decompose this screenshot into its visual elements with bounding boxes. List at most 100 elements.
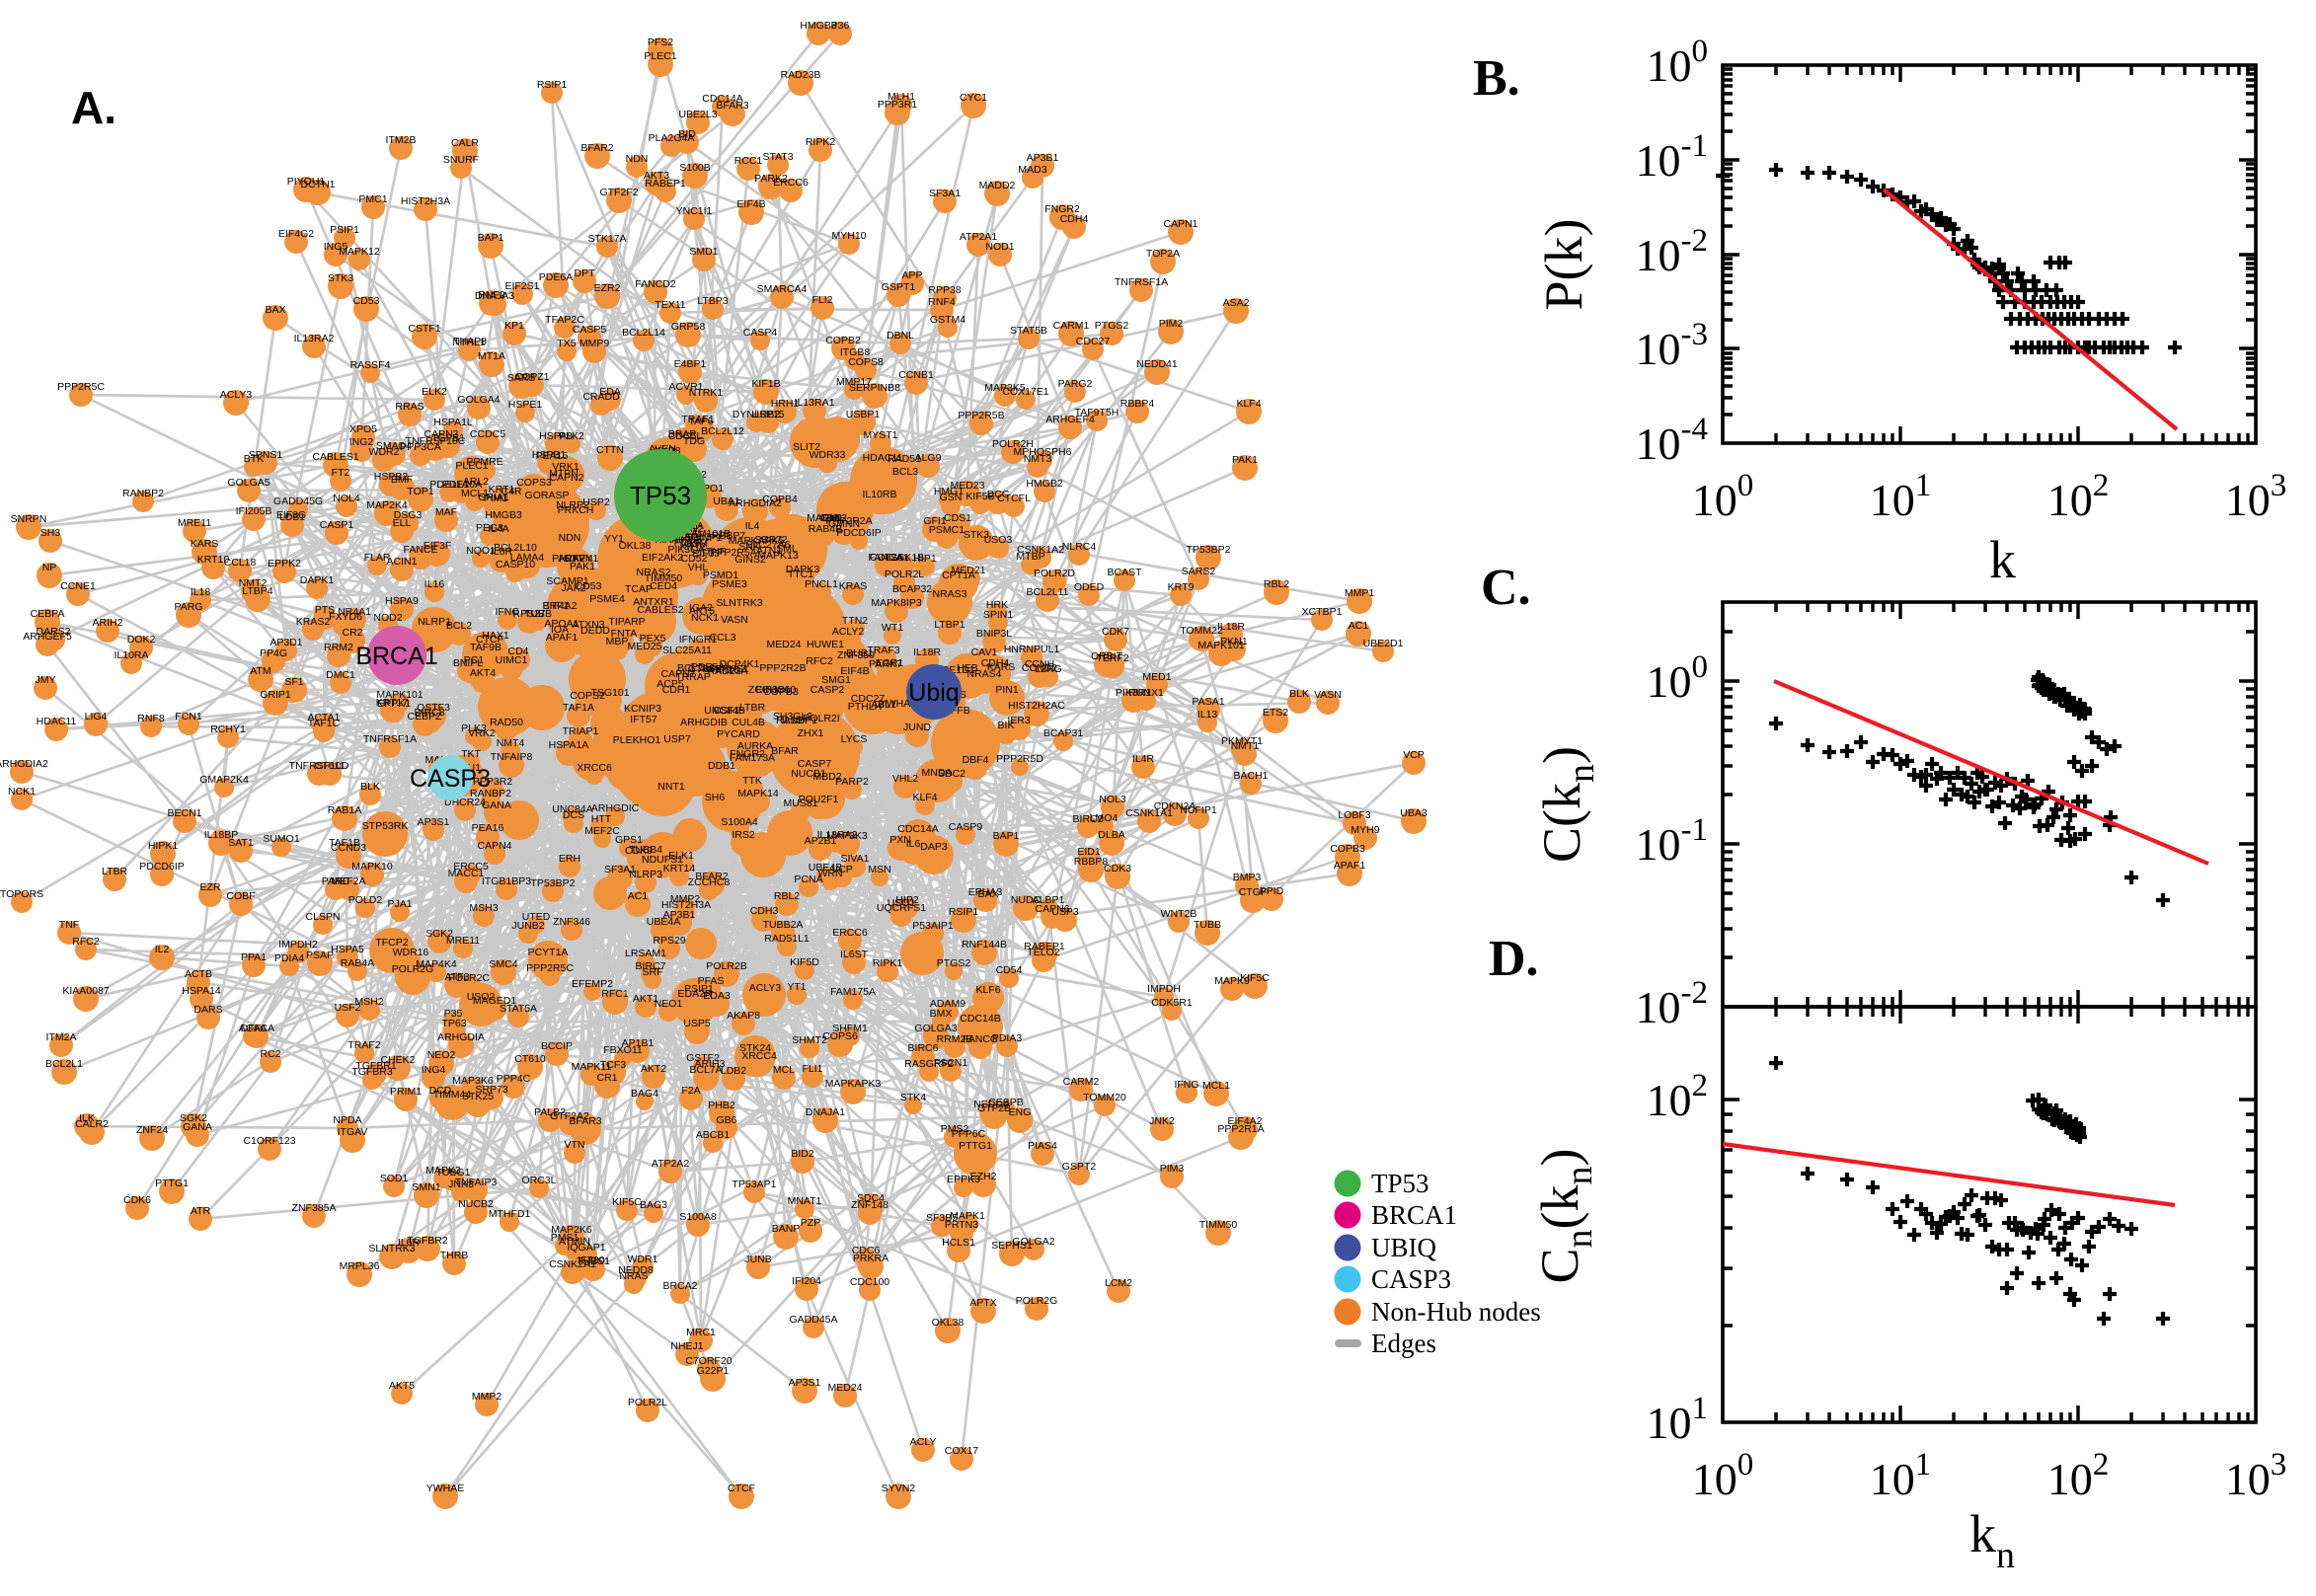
svg-text:EFEMP2: EFEMP2 (572, 978, 613, 990)
svg-text:CDK9: CDK9 (625, 845, 653, 857)
svg-text:CTCF: CTCF (476, 634, 503, 646)
svg-text:LTBP4: LTBP4 (242, 585, 272, 597)
svg-text:ACLY3: ACLY3 (749, 982, 782, 994)
svg-text:AP3B1: AP3B1 (1027, 152, 1059, 164)
svg-text:TKT: TKT (461, 748, 481, 760)
svg-text:RAD51: RAD51 (888, 453, 921, 465)
svg-text:IOA: IOA (551, 624, 569, 636)
svg-text:RRM2: RRM2 (324, 642, 353, 653)
svg-text:MAPK9: MAPK9 (807, 512, 842, 524)
svg-text:S100B: S100B (679, 162, 711, 174)
svg-text:NRAS4: NRAS4 (966, 668, 1001, 680)
svg-text:UBA3: UBA3 (1400, 807, 1428, 819)
svg-text:HMGB2: HMGB2 (1026, 478, 1063, 490)
svg-text:ARIH3: ARIH3 (695, 1058, 726, 1070)
svg-text:NPDA: NPDA (333, 1114, 361, 1126)
svg-text:ATP2A2: ATP2A2 (652, 1158, 689, 1170)
svg-text:EPHA3: EPHA3 (968, 886, 1003, 898)
svg-text:DLBA: DLBA (1098, 829, 1124, 841)
svg-text:RBL2: RBL2 (1264, 578, 1289, 590)
svg-text:TAF9T5H: TAF9T5H (1075, 407, 1119, 418)
svg-text:KRT10: KRT10 (197, 554, 230, 566)
svg-text:MAPKAPK5: MAPKAPK5 (729, 535, 785, 547)
svg-text:PLA2G4A: PLA2G4A (649, 132, 695, 144)
svg-text:DMC1: DMC1 (326, 669, 355, 681)
svg-text:WDR1: WDR1 (628, 1254, 658, 1265)
svg-text:HSPB1: HSPB1 (532, 449, 567, 461)
svg-text:CLSPN: CLSPN (305, 911, 340, 923)
svg-text:PPP2R2A: PPP2R2A (825, 515, 872, 527)
svg-text:GANA: GANA (482, 799, 511, 811)
svg-text:PLEKHO1: PLEKHO1 (613, 734, 661, 746)
svg-text:IFI205B: IFI205B (236, 505, 272, 517)
svg-text:CTTN: CTTN (596, 444, 624, 456)
svg-text:JAK2: JAK2 (561, 582, 585, 594)
svg-text:MAP3K6: MAP3K6 (452, 1075, 494, 1087)
svg-text:PLEC1: PLEC1 (644, 50, 676, 62)
svg-text:QSTF3: QSTF3 (417, 702, 450, 714)
svg-text:PARK2: PARK2 (754, 173, 788, 185)
svg-text:CAPN1: CAPN1 (1163, 218, 1197, 230)
svg-text:IL6: IL6 (906, 838, 921, 850)
svg-text:MYH10: MYH10 (831, 230, 866, 242)
svg-text:PARC: PARC (322, 875, 350, 887)
svg-text:FAM173A: FAM173A (730, 752, 775, 764)
svg-text:PP4G: PP4G (260, 647, 287, 659)
svg-text:CD53: CD53 (353, 295, 380, 307)
svg-text:MAP4K4: MAP4K4 (416, 958, 457, 970)
svg-text:EID1: EID1 (1077, 846, 1101, 858)
svg-text:PIK3R1: PIK3R1 (1116, 687, 1151, 699)
svg-text:EIF3G: EIF3G (276, 509, 306, 521)
svg-text:CDC6: CDC6 (852, 1245, 881, 1256)
svg-text:DNAJA3: DNAJA3 (475, 290, 514, 302)
svg-text:CSF1: CSF1 (714, 705, 740, 717)
svg-text:CDKN2A: CDKN2A (1154, 800, 1197, 812)
svg-text:POLR2L: POLR2L (628, 1397, 667, 1408)
svg-text:DOK2: DOK2 (127, 634, 156, 646)
svg-text:PEG3: PEG3 (476, 522, 503, 534)
svg-text:ABCB1: ABCB1 (696, 1129, 731, 1141)
svg-text:IGA2: IGA2 (689, 602, 713, 614)
svg-text:L2RG: L2RG (1035, 663, 1061, 675)
svg-text:RBBP4: RBBP4 (1120, 398, 1155, 410)
svg-text:CD54: CD54 (996, 964, 1023, 976)
svg-text:ARHGDIA2: ARHGDIA2 (0, 758, 48, 770)
svg-text:STK25: STK25 (462, 1091, 494, 1102)
svg-text:CALR: CALR (451, 137, 479, 149)
svg-text:MED24: MED24 (766, 639, 801, 650)
svg-text:S100A8: S100A8 (679, 1211, 717, 1223)
svg-text:E4BP1: E4BP1 (674, 358, 707, 370)
svg-text:STK24: STK24 (739, 1042, 771, 1054)
svg-text:GTBP2: GTBP2 (688, 663, 723, 675)
svg-text:NEDD8: NEDD8 (618, 1264, 654, 1276)
svg-text:HTT: HTT (591, 813, 612, 825)
svg-text:RNF2: RNF2 (478, 289, 505, 301)
svg-text:COPS2: COPS2 (570, 690, 605, 702)
svg-text:APAF1: APAF1 (1334, 860, 1366, 872)
svg-text:COPB4: COPB4 (762, 494, 798, 505)
svg-text:PSMD1: PSMD1 (703, 570, 738, 581)
svg-text:TIMM50: TIMM50 (1199, 1219, 1238, 1231)
svg-text:RNF144B: RNF144B (962, 939, 1007, 950)
svg-text:ADAM9: ADAM9 (930, 998, 965, 1010)
svg-text:GMNN: GMNN (828, 518, 860, 530)
svg-text:GSPT1: GSPT1 (882, 281, 916, 293)
svg-text:ABL1: ABL1 (871, 699, 896, 711)
svg-text:TOP1: TOP1 (407, 486, 433, 497)
svg-text:SH3GL2: SH3GL2 (773, 711, 812, 722)
svg-text:SOD1: SOD1 (380, 1173, 409, 1184)
svg-text:PZP: PZP (801, 1217, 820, 1229)
svg-text:PPP3R1: PPP3R1 (878, 99, 917, 111)
svg-text:PSIP1: PSIP1 (330, 224, 359, 236)
svg-text:ERH: ERH (559, 853, 580, 865)
svg-text:PDIA4: PDIA4 (274, 952, 305, 964)
svg-text:IFI16: IFI16 (716, 664, 739, 676)
svg-text:UIMC1: UIMC1 (496, 654, 528, 666)
svg-text:FANCA: FANCA (868, 552, 902, 564)
svg-text:CSNK2A1: CSNK2A1 (549, 1258, 596, 1270)
svg-text:UBIQ: UBIQ (1371, 1233, 1436, 1262)
svg-text:NQO1: NQO1 (466, 545, 496, 557)
svg-text:PDIA3: PDIA3 (992, 1032, 1023, 1044)
svg-text:HMG1: HMG1 (934, 486, 964, 497)
svg-text:IL16: IL16 (425, 578, 445, 590)
